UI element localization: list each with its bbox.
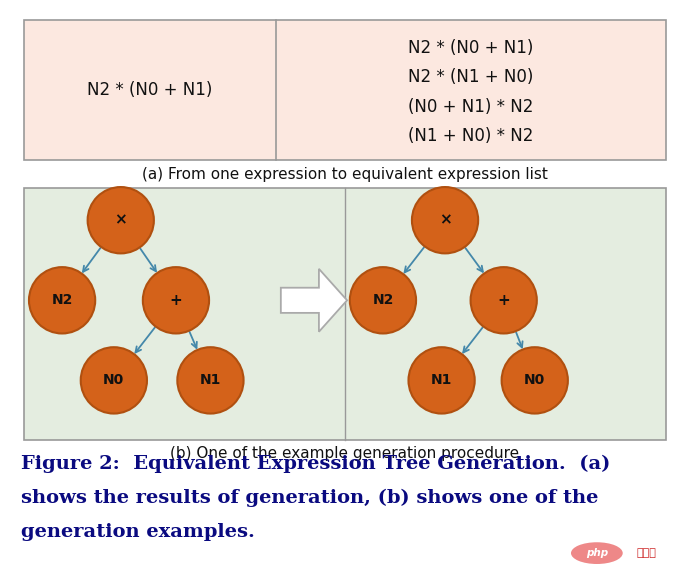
Text: ×: ×	[439, 213, 451, 228]
Text: N0: N0	[524, 374, 545, 387]
Text: N2: N2	[373, 293, 393, 307]
Ellipse shape	[502, 347, 568, 414]
Text: N1: N1	[200, 374, 221, 387]
Text: generation examples.: generation examples.	[21, 523, 255, 541]
Text: (b) One of the example generation procedure: (b) One of the example generation proced…	[170, 446, 520, 461]
FancyBboxPatch shape	[24, 188, 666, 440]
Text: +: +	[497, 293, 510, 308]
Polygon shape	[281, 269, 347, 332]
Text: shows the results of generation, (b) shows one of the: shows the results of generation, (b) sho…	[21, 489, 598, 507]
Text: 中文网: 中文网	[636, 548, 656, 558]
Ellipse shape	[29, 267, 95, 333]
Text: N2 * (N0 + N1): N2 * (N0 + N1)	[88, 81, 213, 99]
Ellipse shape	[81, 347, 147, 414]
Ellipse shape	[412, 187, 478, 253]
Text: ×: ×	[115, 213, 127, 228]
Ellipse shape	[177, 347, 244, 414]
Ellipse shape	[408, 347, 475, 414]
Ellipse shape	[571, 542, 623, 564]
Text: N2: N2	[52, 293, 72, 307]
Ellipse shape	[350, 267, 416, 333]
Text: N2 * (N1 + N0): N2 * (N1 + N0)	[408, 68, 533, 86]
Text: php: php	[586, 548, 608, 558]
Text: (N1 + N0) * N2: (N1 + N0) * N2	[408, 127, 533, 145]
Text: Figure 2:  Equivalent Expression Tree Generation.  (a): Figure 2: Equivalent Expression Tree Gen…	[21, 455, 610, 473]
Text: (N0 + N1) * N2: (N0 + N1) * N2	[408, 98, 533, 116]
Text: (a) From one expression to equivalent expression list: (a) From one expression to equivalent ex…	[142, 167, 548, 182]
FancyBboxPatch shape	[24, 20, 666, 160]
Ellipse shape	[471, 267, 537, 333]
Text: N1: N1	[431, 374, 452, 387]
Text: N0: N0	[104, 374, 124, 387]
Text: N2 * (N0 + N1): N2 * (N0 + N1)	[408, 39, 533, 57]
Text: +: +	[170, 293, 182, 308]
Ellipse shape	[88, 187, 154, 253]
Ellipse shape	[143, 267, 209, 333]
